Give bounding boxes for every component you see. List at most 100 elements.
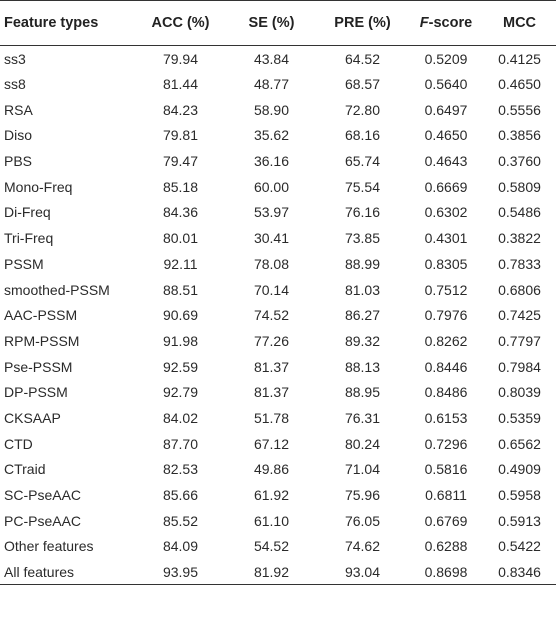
cell-acc: 88.51 [162,281,199,298]
table-row: Pse-PSSM 92.59 81.37 88.13 0.8446 0.7984 [0,354,556,380]
cell-feature: PC-PseAAC [4,512,82,529]
cell-mcc: 0.4650 [498,76,541,93]
cell-f-score: 0.7296 [424,435,468,452]
cell-se: 77.26 [253,332,290,349]
cell-se: 36.16 [253,153,290,170]
table-row: CTraid 82.53 49.86 71.04 0.5816 0.4909 [0,457,556,483]
cell-se: 53.97 [253,204,290,221]
cell-f-score: 0.4650 [424,127,468,144]
cell-acc: 87.70 [162,435,199,452]
table-row: AAC-PSSM 90.69 74.52 86.27 0.7976 0.7425 [0,302,556,328]
table-row: Diso 79.81 35.62 68.16 0.4650 0.3856 [0,123,556,149]
cell-f-score: 0.7976 [424,307,468,324]
table-row: All features 93.95 81.92 93.04 0.8698 0.8346 [0,559,556,586]
cell-acc: 92.59 [162,358,199,375]
cell-f-score: 0.8305 [424,255,468,272]
cell-pre: 76.05 [344,512,381,529]
cell-pre: 75.96 [344,487,381,504]
cell-feature: ss8 [4,76,26,93]
cell-feature: CTD [4,435,33,452]
cell-mcc: 0.5556 [498,101,541,118]
cell-mcc: 0.5359 [498,409,541,426]
header-f-score: F-score [409,0,483,46]
cell-f-score: 0.6302 [424,204,468,221]
cell-se: 61.10 [253,512,290,529]
cell-mcc: 0.5486 [498,204,541,221]
cell-pre: 64.52 [344,50,381,67]
cell-feature: Di-Freq [4,204,51,221]
cell-f-score: 0.5640 [424,76,468,93]
table-row: Di-Freq 84.36 53.97 76.16 0.6302 0.5486 [0,200,556,226]
cell-se: 67.12 [253,435,290,452]
table-body: ss3 79.94 43.84 64.52 0.5209 0.4125 ss8 81.44 48… [0,46,556,586]
cell-pre: 68.16 [344,127,381,144]
cell-feature: CKSAAP [4,409,61,426]
cell-f-score: 0.4301 [424,230,468,247]
cell-pre: 88.99 [344,255,381,272]
cell-acc: 85.18 [162,178,199,195]
cell-se: 81.92 [227,559,316,586]
cell-feature: All features [0,559,134,586]
cell-feature: PSSM [4,255,44,272]
cell-se: 51.78 [253,409,290,426]
cell-feature: Mono-Freq [4,178,73,195]
cell-feature: AAC-PSSM [4,307,78,324]
cell-feature: ss3 [4,50,26,67]
cell-mcc: 0.8039 [498,384,541,401]
cell-acc: 85.66 [162,487,199,504]
feature-performance-table: Feature types ACC (%) SE (%) PRE (%) F-s… [0,0,556,586]
cell-pre: 81.03 [344,281,381,298]
cell-acc: 92.11 [163,255,198,272]
table-row: SC-PseAAC 85.66 61.92 75.96 0.6811 0.5958 [0,482,556,508]
cell-se: 78.08 [253,255,290,272]
cell-f-score: 0.7512 [424,281,468,298]
table-row: RPM-PSSM 91.98 77.26 89.32 0.8262 0.7797 [0,328,556,354]
cell-f-score: 0.8486 [424,384,468,401]
cell-acc: 79.94 [162,50,199,67]
cell-mcc: 0.7833 [498,255,541,272]
cell-acc: 90.69 [162,307,199,324]
table-row: PC-PseAAC 85.52 61.10 76.05 0.6769 0.5913 [0,508,556,534]
header-acc: ACC (%) [134,0,227,46]
header-se: SE (%) [227,0,316,46]
cell-acc: 80.01 [162,230,199,247]
cell-acc: 91.98 [162,332,199,349]
cell-pre: 88.13 [344,358,381,375]
cell-mcc: 0.8346 [483,559,556,586]
table-row: Tri-Freq 80.01 30.41 73.85 0.4301 0.3822 [0,225,556,251]
cell-acc: 85.52 [162,512,199,529]
cell-f-score: 0.6288 [424,538,468,555]
cell-f-score: 0.6669 [424,178,468,195]
cell-f-score: 0.6811 [425,487,467,504]
cell-acc: 84.23 [162,101,199,118]
cell-mcc: 0.7984 [498,358,541,375]
cell-f-score: 0.5209 [424,50,468,67]
cell-mcc: 0.4909 [498,461,541,478]
cell-feature: Other features [4,538,94,555]
header-row: Feature types ACC (%) SE (%) PRE (%) F-s… [0,0,556,46]
table-row: ss8 81.44 48.77 68.57 0.5640 0.4650 [0,71,556,97]
cell-acc: 79.81 [162,127,199,144]
cell-mcc: 0.5958 [498,487,541,504]
cell-f-score: 0.5816 [424,461,468,478]
cell-pre: 93.04 [316,559,409,586]
cell-pre: 72.80 [344,101,381,118]
cell-acc: 81.44 [162,76,199,93]
table-row: smoothed-PSSM 88.51 70.14 81.03 0.7512 0.6806 [0,277,556,303]
header-f-italic: F [419,15,429,31]
cell-pre: 75.54 [344,178,381,195]
cell-feature: CTraid [4,461,46,478]
cell-mcc: 0.5422 [498,538,541,555]
cell-pre: 76.16 [344,204,381,221]
cell-se: 74.52 [253,307,290,324]
cell-acc: 82.53 [162,461,199,478]
cell-f-score: 0.6153 [424,409,468,426]
cell-f-score: 0.6497 [424,101,468,118]
cell-f-score: 0.6769 [424,512,468,529]
cell-feature: Diso [4,127,33,144]
table-row: CTD 87.70 67.12 80.24 0.7296 0.6562 [0,431,556,457]
table-header: Feature types ACC (%) SE (%) PRE (%) F-s… [0,0,556,46]
cell-feature: smoothed-PSSM [4,281,110,298]
table-row: DP-PSSM 92.79 81.37 88.95 0.8486 0.8039 [0,379,556,405]
cell-f-score: 0.4643 [424,153,468,170]
